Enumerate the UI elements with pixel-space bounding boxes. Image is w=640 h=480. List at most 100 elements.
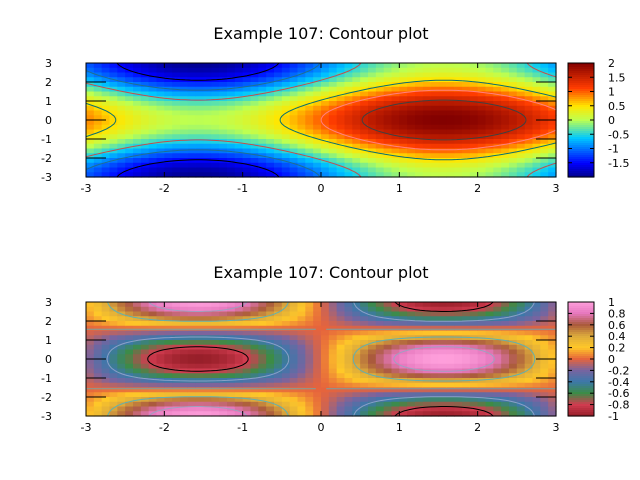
colorbar-swatch [568,316,594,319]
heatmap-cell [360,378,369,384]
heatmap-cell [375,306,385,313]
heatmap-cell [227,82,236,88]
heatmap-cell [266,143,275,150]
heatmap-cell [493,354,502,360]
heatmap-cell [548,378,557,384]
heatmap-cell [375,311,385,317]
heatmap-cell [454,302,463,308]
heatmap-cell [234,148,244,154]
heatmap-cell [438,340,447,346]
heatmap-cell [368,101,377,107]
heatmap-cell [469,340,479,346]
heatmap-cell [86,340,95,346]
heatmap-cell [391,148,400,154]
heatmap-cell [454,340,463,346]
heatmap-cell [187,82,197,88]
heatmap-cell [109,124,118,131]
heatmap-cell [101,91,111,97]
heatmap-cell [195,330,205,336]
heatmap-cell [313,397,322,403]
heatmap-cell [250,110,259,116]
heatmap-cell [180,63,189,69]
heatmap-cell [516,77,526,83]
heatmap-cell [462,359,471,365]
heatmap-cell [454,411,463,417]
heatmap-cell [242,134,252,140]
heatmap-cell [242,330,252,336]
heatmap-cell [462,311,471,317]
heatmap-cell [469,96,479,102]
heatmap-cell [172,316,181,322]
heatmap-cell [281,387,291,393]
colorbar-swatch [568,125,594,128]
heatmap-cell [211,349,220,355]
heatmap-cell [524,96,534,102]
heatmap-cell [305,139,314,145]
heatmap-cell [156,82,165,88]
heatmap-cell [187,401,197,408]
heatmap-cell [344,72,353,78]
heatmap-cell [203,321,212,327]
heatmap-cell [219,110,228,116]
heatmap-cell [266,382,275,389]
heatmap-cell [532,77,541,83]
heatmap-cell [203,373,212,379]
colorbar-swatch [568,145,594,148]
heatmap-cell [477,143,487,150]
heatmap-cell [344,373,353,379]
heatmap-cell [422,330,432,336]
heatmap-cell [164,172,173,178]
heatmap-cell [469,67,479,74]
heatmap-cell [336,167,346,173]
heatmap-cell [117,148,126,154]
colorbar-swatch [568,412,594,415]
heatmap-cell [242,143,252,150]
heatmap-cell [399,406,408,412]
heatmap-cell [117,110,126,116]
heatmap-cell [407,91,416,97]
heatmap-cell [242,115,252,121]
heatmap-cell [117,321,126,327]
heatmap-cell [375,91,385,97]
heatmap-cell [422,96,432,102]
heatmap-cell [391,382,400,389]
heatmap-cell [383,172,393,178]
heatmap-cell [109,72,118,78]
heatmap-cell [234,139,244,145]
heatmap-cell [454,335,463,341]
heatmap-cell [274,316,283,322]
heatmap-cell [422,134,432,140]
heatmap-cell [485,397,494,403]
heatmap-cell [540,397,549,403]
heatmap-cell [407,321,416,327]
heatmap-cell [86,124,95,131]
heatmap-cell [524,401,534,408]
heatmap-cell [454,325,463,332]
heatmap-cell [462,397,471,403]
heatmap-cell [321,143,330,150]
heatmap-cell [140,143,150,150]
heatmap-cell [305,321,314,327]
heatmap-cell [438,172,447,178]
heatmap-cell [321,335,330,341]
heatmap-cell [524,321,534,327]
heatmap-cell [101,158,111,164]
heatmap-cell [242,392,252,398]
heatmap-cell [548,411,557,417]
heatmap-cell [266,101,275,107]
colorbar-swatch [568,173,594,176]
heatmap-cell [203,115,212,121]
heatmap-cell [148,321,158,327]
heatmap-cell [383,401,393,408]
heatmap-cell [180,134,189,140]
heatmap-cell [227,115,236,121]
heatmap-cell [415,91,424,97]
heatmap-cell [101,373,111,379]
colorbar-swatch [568,328,594,331]
heatmap-cell [415,143,424,150]
heatmap-cell [375,172,385,178]
heatmap-cell [219,167,228,173]
heatmap-cell [242,311,252,317]
heatmap-cell [109,129,118,135]
heatmap-cell [148,129,158,135]
